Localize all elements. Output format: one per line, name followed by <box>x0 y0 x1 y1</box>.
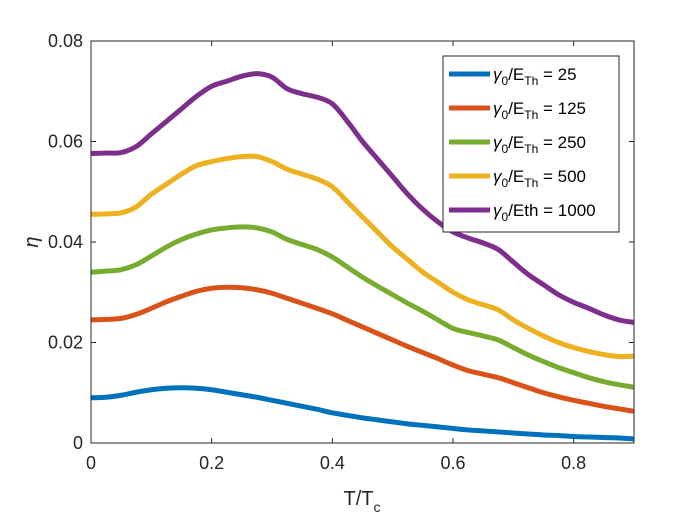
y-tick-label: 0.08 <box>48 31 83 51</box>
axes-layer: 0 0.2 0.4 0.6 0.8 0 0.02 0.04 0.06 0.08 <box>48 31 635 473</box>
legend-label-2: γ0/ETh = 125 <box>493 99 586 122</box>
x-tick-label: 0 <box>86 453 96 473</box>
legend-label-1: γ0/ETh = 25 <box>493 65 577 88</box>
y-axis-label: η <box>21 236 43 247</box>
y-tick-label: 0.06 <box>48 132 83 152</box>
legend-label-3: γ0/ETh = 250 <box>493 133 586 156</box>
series-line-3 <box>90 224 635 390</box>
y-tick-label: 0.04 <box>48 232 83 252</box>
x-tick-label: 0.6 <box>440 453 465 473</box>
series-layer <box>90 71 635 442</box>
x-axis-label: T/Tc <box>344 488 381 515</box>
legend-label-5: γ0/Eth = 1000 <box>493 201 596 224</box>
series-line-5 <box>90 71 635 325</box>
y-tick-label: 0.02 <box>48 333 83 353</box>
x-tick-label: 0.2 <box>199 453 224 473</box>
series-line-4 <box>90 153 635 360</box>
x-tick-label: 0.8 <box>561 453 586 473</box>
y-tick-label: 0 <box>73 433 83 453</box>
x-tick-label: 0.4 <box>320 453 345 473</box>
legend: γ0/ETh = 25 γ0/ETh = 125 γ0/ETh = 250 γ0/ET… <box>442 55 620 233</box>
legend-label-4: γ0/ETh = 500 <box>493 167 586 190</box>
series-line-1 <box>90 385 635 442</box>
series-line-2 <box>90 284 635 414</box>
